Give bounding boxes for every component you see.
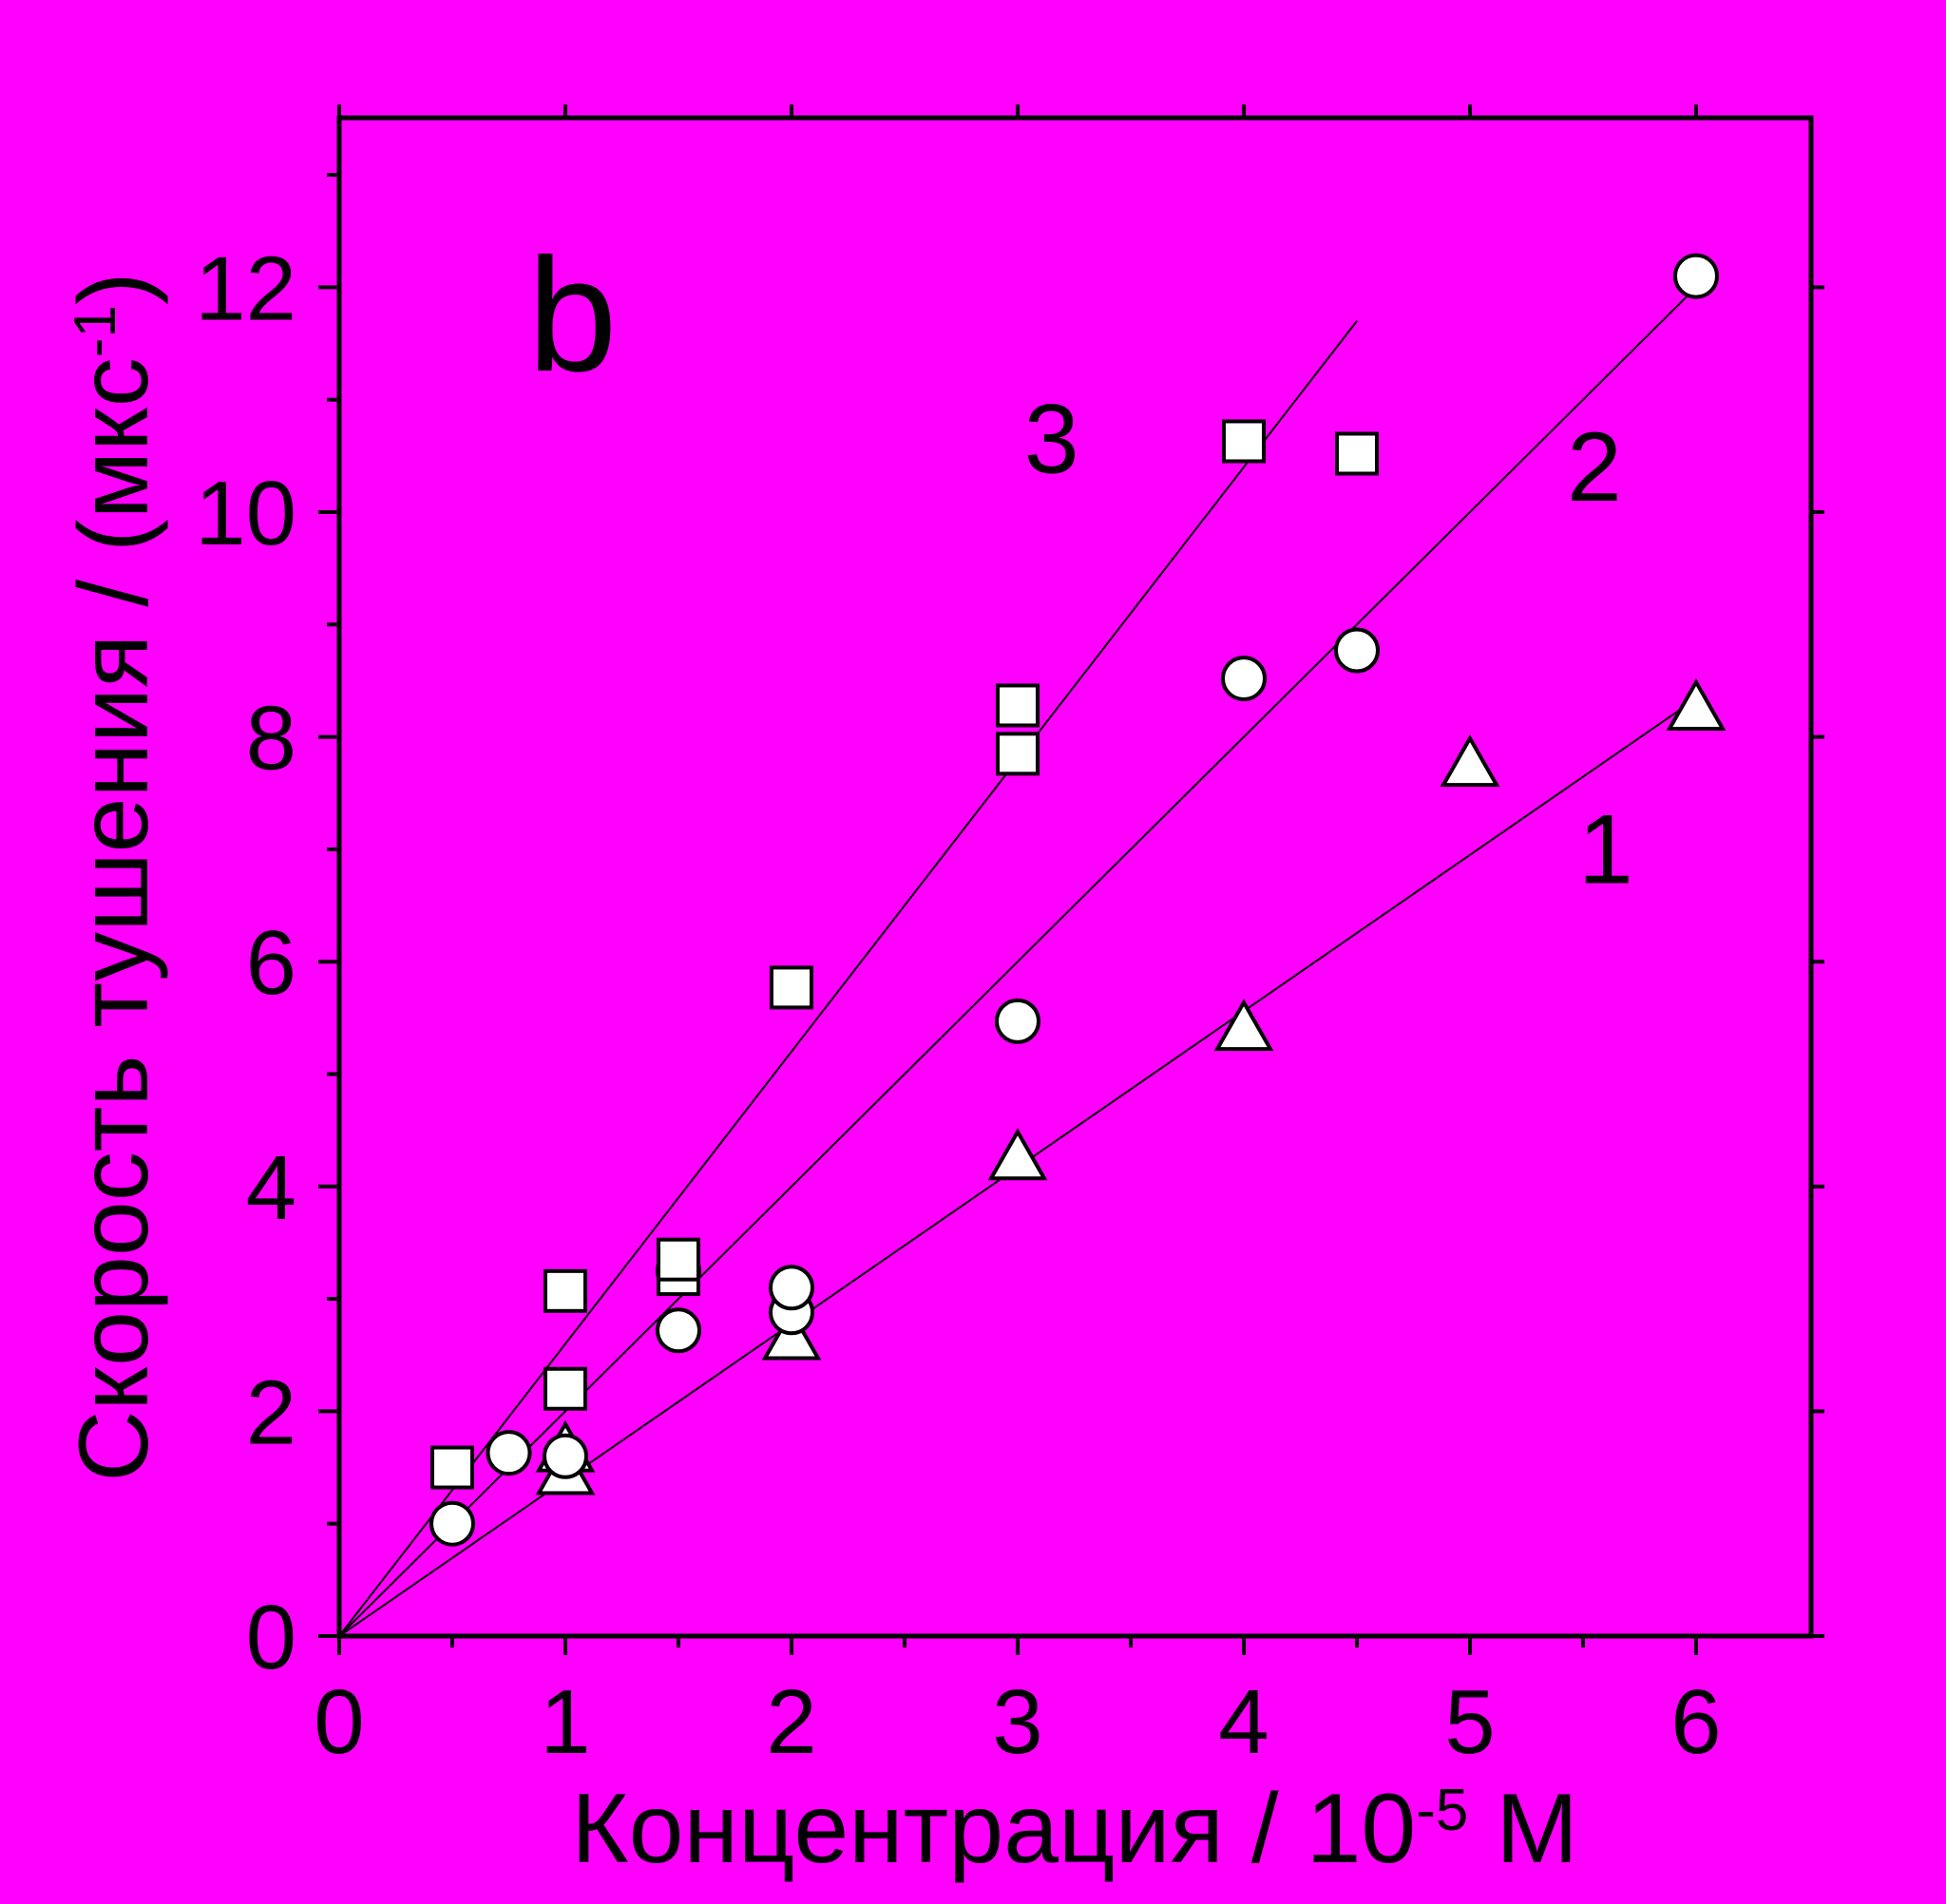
data-point-circle xyxy=(995,998,1040,1044)
y-tick-label: 10 xyxy=(195,463,296,564)
x-tick-label: 0 xyxy=(314,1671,364,1773)
fit-line-2 xyxy=(338,286,1697,1637)
x-axis-title-unit: М xyxy=(1468,1774,1578,1884)
y-axis-title-exponent: -1 xyxy=(63,305,128,357)
data-point-square xyxy=(996,732,1040,776)
x-axis-title: Концентрация / 10-5 М xyxy=(571,1774,1578,1884)
y-tick-label: 0 xyxy=(246,1587,296,1688)
data-point-square xyxy=(544,1268,587,1313)
data-point-circle xyxy=(1673,253,1719,299)
y-axis-title: Скорость тушения / (мкс-1) xyxy=(59,272,169,1481)
panel-label: b xyxy=(527,225,618,406)
axis-ticks xyxy=(318,105,1824,1655)
x-tick-label: 4 xyxy=(1218,1671,1269,1773)
y-tick-label: 4 xyxy=(246,1137,296,1239)
data-point-circle xyxy=(429,1500,475,1547)
series-label-2: 2 xyxy=(1567,412,1622,523)
plot-frame xyxy=(336,115,1814,1639)
data-point-circle xyxy=(1334,627,1380,674)
x-tick-label: 5 xyxy=(1444,1671,1495,1773)
x-axis-title-main: Концентрация / 10 xyxy=(571,1774,1416,1884)
data-point-square xyxy=(430,1445,474,1490)
x-axis-title-exponent: -5 xyxy=(1416,1778,1468,1843)
data-point-square xyxy=(996,683,1040,728)
y-tick-label: 8 xyxy=(246,688,296,790)
fit-line-3 xyxy=(338,320,1358,1637)
data-point-square xyxy=(657,1237,700,1282)
series-label-1: 1 xyxy=(1578,794,1633,904)
data-point-circle xyxy=(769,1265,814,1311)
data-point-triangle xyxy=(1213,999,1274,1052)
data-point-triangle xyxy=(1440,734,1500,788)
x-tick-label: 2 xyxy=(766,1671,816,1773)
x-tick-label: 1 xyxy=(540,1671,590,1773)
x-tick-label: 3 xyxy=(992,1671,1042,1773)
y-tick-label: 2 xyxy=(246,1361,296,1463)
data-point-circle xyxy=(543,1433,588,1479)
y-tick-label: 12 xyxy=(195,238,296,339)
x-tick-label: 6 xyxy=(1670,1671,1721,1773)
data-point-square xyxy=(770,965,813,1010)
data-point-circle xyxy=(656,1307,701,1354)
data-markers xyxy=(429,253,1727,1547)
y-axis-title-main: Скорость тушения / (мкс xyxy=(59,357,169,1481)
series-label-3: 3 xyxy=(1024,385,1079,495)
data-point-square xyxy=(1222,419,1266,464)
series-labels: 3 2 1 xyxy=(1024,385,1633,905)
data-point-square xyxy=(1335,431,1379,476)
data-point-circle xyxy=(1221,656,1267,702)
data-point-square xyxy=(544,1366,587,1411)
y-tick-label: 6 xyxy=(246,912,296,1014)
data-point-circle xyxy=(486,1430,532,1476)
y-axis-title-unit: ) xyxy=(59,272,169,305)
data-point-triangle xyxy=(1666,677,1727,732)
data-point-triangle xyxy=(987,1128,1048,1181)
